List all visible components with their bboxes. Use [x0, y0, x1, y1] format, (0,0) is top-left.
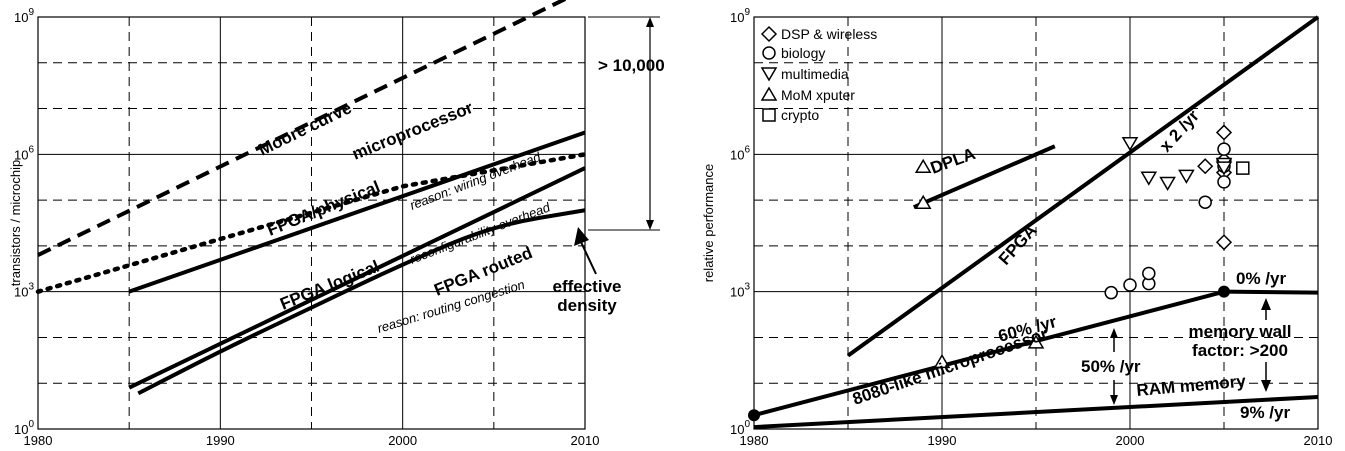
annot-effective: effective	[553, 277, 622, 296]
legend-label-biology: biology	[781, 45, 825, 61]
effective-density-arrowhead	[574, 227, 589, 246]
y-tick-label: 103	[730, 282, 750, 300]
x-tick-label: 1980	[740, 433, 769, 448]
y-tick-label: 109	[14, 7, 34, 25]
legend-circle-icon	[762, 46, 776, 60]
line-0-yr	[1223, 289, 1319, 295]
point-diamond	[1197, 158, 1214, 175]
point-circle	[1217, 175, 1231, 189]
x-tick-label: 2010	[1304, 433, 1333, 448]
x-tick-label: 1990	[206, 433, 235, 448]
legend-label-dsp: DSP & wireless	[781, 26, 877, 42]
series-fpga-physical	[128, 130, 586, 294]
point-diamond	[1215, 234, 1233, 251]
legend-triangle-down-icon	[760, 67, 778, 82]
point-triangle-up	[914, 194, 932, 209]
x-tick-label: 1990	[928, 433, 957, 448]
line-8080-like-microprocessor	[753, 289, 1225, 418]
anchor-dot-1980	[748, 409, 760, 422]
legend-label-crypto: crypto	[781, 107, 819, 123]
line-x-2-yr	[846, 15, 1320, 358]
label-0-per-yr: 0% /yr	[1236, 269, 1286, 288]
memory-wall-arrowhead-up	[1261, 298, 1271, 310]
gap-arrowhead-down	[646, 220, 654, 230]
annot-factor-200: factor: >200	[1192, 341, 1288, 360]
legend-label-multimedia: multimedia	[781, 66, 849, 82]
right-points-group	[914, 124, 1250, 369]
left-plot-frame	[37, 16, 586, 430]
annot-50-per-yr: 50% /yr	[1081, 357, 1141, 376]
series-microprocessor	[35, 152, 588, 294]
point-circle	[1123, 278, 1137, 292]
note-wiring-overhead: reason: wiring overhead	[408, 149, 544, 213]
right-plot-frame	[753, 16, 1319, 430]
x-tick-label: 2000	[1116, 433, 1145, 448]
label-moore-curve: Moore curve	[255, 98, 354, 159]
y-tick-exponent: 6	[744, 144, 750, 155]
point-triangle-up	[933, 353, 951, 369]
label-ram-memory: RAM memory	[1136, 371, 1247, 400]
point-triangle-down	[1159, 176, 1176, 192]
annot-50-arrowhead-down	[1110, 395, 1118, 405]
left-series-group	[35, 0, 588, 396]
x-tick-label: 1980	[24, 433, 53, 448]
y-tick-label: 109	[730, 7, 750, 25]
annot-50-arrowhead-up	[1110, 328, 1118, 338]
y-tick-exponent: 3	[28, 282, 34, 293]
x-tick-label: 2000	[388, 433, 417, 448]
anchor-dot-2005	[1218, 285, 1230, 298]
legend-square-icon	[762, 108, 776, 122]
y-tick-exponent: 9	[28, 7, 34, 18]
point-diamond	[1215, 124, 1233, 141]
legend-diamond-icon	[760, 25, 778, 43]
point-square	[1236, 161, 1250, 175]
effective-density-arrow-shaft	[580, 241, 597, 275]
legend: DSP & wireless biology multimedia MoM xp…	[760, 25, 877, 123]
point-triangle-down	[1215, 161, 1233, 176]
legend-label-mom-xputer: MoM xputer	[781, 87, 855, 103]
point-triangle-down	[1121, 137, 1139, 152]
label-fpga-logical: FPGA logical	[277, 257, 382, 314]
point-circle	[1142, 266, 1156, 281]
line-ram-memory	[753, 395, 1319, 430]
label-microprocessor: microprocessor	[349, 98, 476, 164]
y-tick-exponent: 0	[28, 419, 34, 430]
point-circle	[1198, 195, 1212, 209]
x-tick-label: 2010	[571, 433, 600, 448]
point-triangle-down	[1140, 171, 1158, 186]
series-moore-curve	[37, 0, 568, 257]
label-dpla: DPLA	[928, 144, 978, 178]
y-tick-label: 106	[730, 144, 750, 162]
y-tick-exponent: 9	[744, 7, 750, 18]
point-circle	[1217, 142, 1231, 156]
gap-arrowhead-up	[646, 17, 654, 27]
line-dpla	[913, 144, 1056, 210]
legend-triangle-up-icon	[760, 86, 778, 101]
right-lines-group	[748, 15, 1320, 430]
right-y-axis-label: relative performance	[701, 164, 716, 283]
y-tick-label: 106	[14, 144, 34, 162]
y-tick-exponent: 3	[744, 282, 750, 293]
left-y-axis-label: transistors / microchip	[8, 160, 23, 286]
label-9-per-yr: 9% /yr	[1240, 403, 1290, 422]
y-tick-exponent: 0	[744, 419, 750, 430]
annot-gap-10000: > 10,000	[598, 56, 665, 75]
point-triangle-up	[914, 158, 932, 173]
annot-memory-wall: memory wall	[1189, 322, 1292, 341]
annot-density: density	[557, 296, 617, 315]
memory-wall-arrowhead-down	[1261, 380, 1271, 392]
y-tick-exponent: 6	[28, 144, 34, 155]
series-fpga-logical	[128, 166, 586, 390]
point-triangle-up	[1027, 334, 1045, 349]
point-triangle-down	[1178, 169, 1195, 184]
point-circle	[1104, 285, 1118, 300]
series-fpga-routed	[137, 208, 586, 396]
